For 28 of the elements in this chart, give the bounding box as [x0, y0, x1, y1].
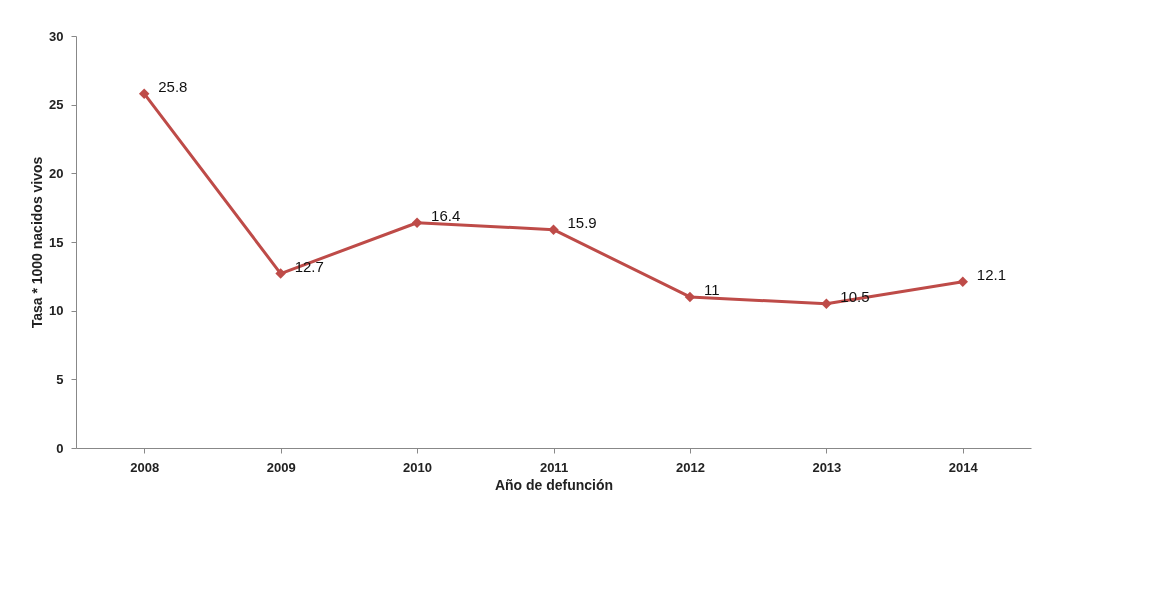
point — [411, 217, 423, 229]
x-tick-label: 2014 — [948, 459, 979, 475]
x-tick-label: 2008 — [130, 459, 160, 475]
data-label: 16.4 — [431, 206, 461, 224]
y-tick-label: 20 — [49, 165, 64, 181]
x-tick-label: 2010 — [403, 459, 433, 475]
data-label: 12.1 — [976, 265, 1006, 283]
y-axis-title: Tasa * 1000 nacidos vivos — [29, 156, 46, 329]
data-label: 12.7 — [294, 257, 324, 275]
y-tick-label: 25 — [49, 97, 64, 113]
data-label: 11 — [703, 280, 720, 298]
point — [957, 276, 969, 288]
data-label: 15.9 — [567, 213, 597, 231]
x-tick-label: 2009 — [266, 459, 296, 475]
x-axis-title: Año de defunción — [494, 476, 614, 493]
x-tick-label: 2012 — [675, 459, 705, 475]
y-tick-label: 15 — [49, 234, 64, 250]
data-label: 25.8 — [158, 77, 188, 95]
y-tick-label: 5 — [56, 371, 64, 387]
point — [548, 224, 559, 235]
x-tick-label: 2011 — [539, 459, 569, 475]
y-tick-label: 10 — [49, 303, 64, 319]
y-tick-label: 30 — [49, 28, 64, 44]
x-tick-label: 2013 — [812, 459, 842, 475]
point — [275, 268, 286, 279]
y-tick-label: 0 — [56, 440, 64, 456]
point — [138, 88, 150, 99]
point — [821, 298, 832, 310]
